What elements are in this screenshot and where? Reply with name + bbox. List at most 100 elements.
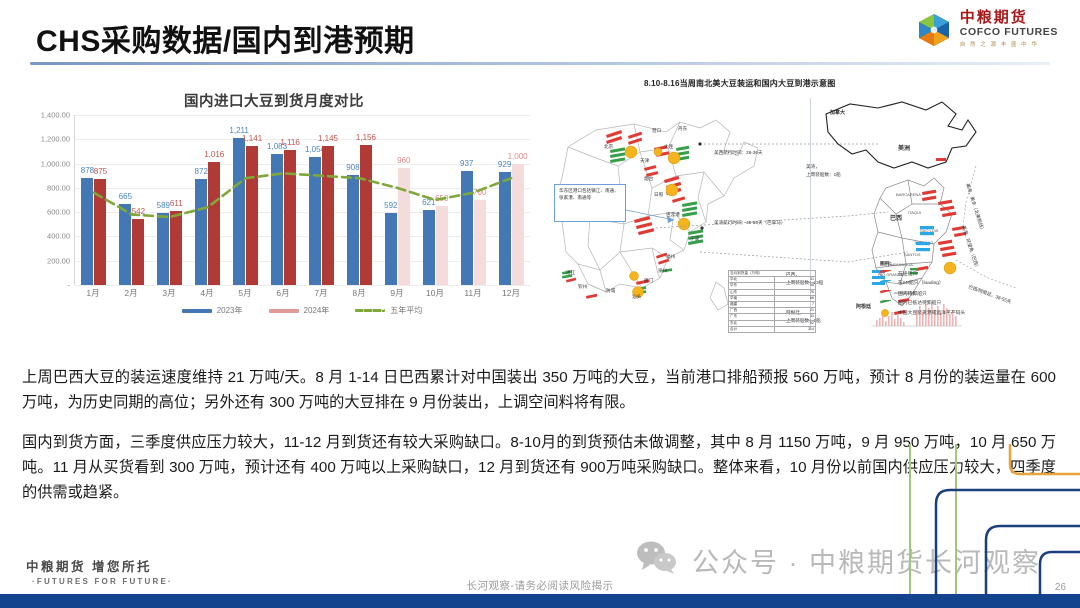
table-cell-value: 21 [774,307,816,315]
map-legend: 图例： 在途船只 在แท船只（loading） [879,260,1030,318]
svg-text:加拿大: 加拿大 [829,109,845,116]
bar-value-label: 1,211 [229,125,249,135]
bar-2023: 1,211 [229,126,249,285]
bar-value-label: 589 [156,201,170,211]
y-tick: 1,400.00 [40,110,70,120]
x-tick: 10月 [426,288,444,298]
bar-2023: 665 [119,193,132,285]
bar-value-label: 1,116 [280,137,300,147]
bar-value-label: 542 [131,207,146,217]
y-tick: 600.00 [47,207,70,217]
svg-text:阿根廷: 阿根廷 [856,303,872,310]
x-tick: 3月 [162,288,176,298]
footer-logo-en: ·FUTURES FOR FUTURE· [32,577,173,586]
legend-label: 2024年 [303,306,330,315]
table-row: 福建 7 [727,300,816,309]
title-underline [30,62,1050,65]
ship-in-transit-icon [879,268,893,276]
chart-legend: 2023年 2024年 五年平均 [74,305,530,316]
logo-text-block: 中粮期货 COFCO FUTURES 自 然 之 源 丰 盛 中 华 [960,10,1058,50]
x-tick: 2月 [124,288,138,298]
bar-value-label: 611 [169,198,183,208]
svg-text:SAO LUIS: SAO LUIS [920,228,939,233]
gridline [75,139,530,141]
bar-2023: 621 [422,198,435,285]
port-dot-icon [880,309,893,317]
bar-2024-forecast: 700 [473,189,486,285]
map-legend-label: 在途船只 [898,271,918,277]
cofco-cube-icon [915,11,953,49]
chart-x-axis: 1月 2月 3月 4月 5月 6月 7月 8月 9月 10月 11月 12月 [74,287,530,299]
cofco-logo: 中粮期货 COFCO FUTURES 自 然 之 源 丰 盛 中 华 [915,10,1058,50]
gridline [75,236,530,238]
bar-group: 1,083 1,116 [265,115,303,285]
svg-text:湛江: 湛江 [566,269,576,276]
bar-2024: 1,116 [280,138,300,285]
map-legend-item: 国内已抵达待卸船只 [879,297,1030,306]
svg-text:北京: 北京 [604,143,614,150]
table-cell-value: 76 [774,288,816,296]
map-legend-label: 在แท船只（loading） [898,281,944,286]
gridline [75,212,530,214]
y-tick: - [67,280,71,290]
table-row: 广西 21 [727,307,816,315]
paragraph-1: 上周巴西大豆的装运速度维持 21 万吨/天。8 月 1-14 日巴西累计对中国装… [22,369,1056,411]
table-cell-value: 58 [774,282,816,290]
bar-value-label: 960 [397,156,411,166]
map-title: 8.10-8.16当周南北美大豆装运和国内大豆到港示意图 [644,79,836,88]
bar-2023: 908 [346,163,360,285]
gridline [75,187,530,189]
table-cell-value: 7 [774,300,816,309]
y-tick: 200.00 [47,256,70,266]
svg-text:钦州: 钦州 [578,283,588,290]
chart-average-line [92,172,513,219]
bar-group: 665 542 [113,115,151,285]
chart-y-axis: - 200.00 400.00 600.00 800.00 1,000.00 1,200.0… [14,111,72,290]
bar-value-label: 908 [346,162,360,172]
bar-2023: 937 [460,160,473,285]
bar-2024: 1,016 [204,150,224,285]
soybean-arrival-chart: 国内进口大豆到货月度对比 - 200.00 400.00 600.00 800.00 1,… [14,86,534,346]
legend-swatch [181,308,212,313]
page-title: CHS采购数据/国内到港预期 [36,25,415,58]
legend-swatch [268,308,299,313]
map-legend-title: 图例： [880,262,895,267]
table-row: 华北 31 [727,276,816,284]
logo-text-sub: 自 然 之 源 丰 盛 中 华 [959,41,1039,48]
bar-2023: 592 [384,202,398,285]
bar-value-label: 1,156 [355,132,376,142]
y-tick: 800.00 [47,183,70,193]
map-body: 营口 丹东 大连 天津 北京 烟台 日照 连云港 宁波 福州 泉州 厦门 汕头 防城 钦州 湛江… [548,92,1070,340]
table-cell-region: 合计 [727,325,776,334]
bar-group: 621 650 [416,115,454,285]
bar-value-label: 1,016 [204,149,225,159]
svg-text:日照: 日照 [654,192,664,198]
bar-value-label: 872 [194,167,208,177]
table-cell-value: 33 [774,313,816,321]
table-cell-value: 314 [774,325,816,334]
ship-waiting-discharge-icon [879,288,893,296]
svg-text:丹东: 丹东 [678,125,688,132]
map-legend-item: 在แท船只（loading） [879,278,1030,287]
footer-logo-cn: 中粮期货 增您所托 [26,560,152,574]
map-legend-item: 在途船只 [879,268,1030,277]
map-legend-heading: 图例： [880,260,1030,267]
table-cell-region: 福建 [727,300,776,309]
bar-value-label: 1,145 [317,133,338,143]
bar-2024: 542 [132,208,145,285]
svg-text:宁波: 宁波 [690,235,700,242]
bar-value-label: 937 [459,159,474,169]
wechat-watermark: 公众号 · 中粮期货长河观察 [636,540,1041,581]
bar-2023: 929 [498,161,511,285]
table-cell-region: 华北 [727,276,776,284]
page-number: 26 [1054,582,1066,593]
x-tick: 12月 [502,288,520,298]
gridline [75,115,530,116]
footer-disclaimer: 长河观察-请务必阅读风险揭示 [466,580,614,592]
svg-text:大连: 大连 [664,143,674,150]
bar-value-label: 878 [80,166,95,176]
legend-item: 2023年 [181,305,243,316]
bar-group: 929 1,000 [492,115,530,285]
table-cell-value: 52 [774,319,816,327]
x-tick: 11月 [464,288,482,298]
